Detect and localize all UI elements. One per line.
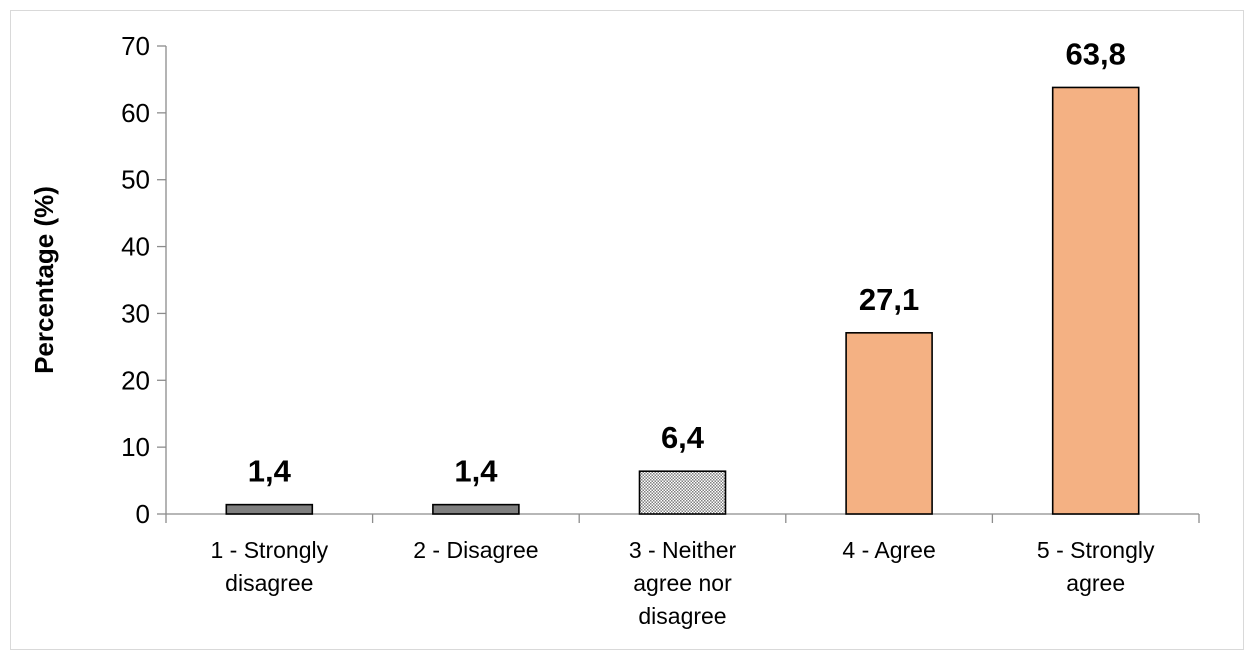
- chart-frame: 0 10 20 30 40 50 60 70 1 - Strongly disagree 2 - …: [10, 10, 1244, 650]
- bar-value-label: 6,4: [661, 420, 705, 455]
- y-tick-label: 40: [121, 232, 150, 262]
- x-category-label-line: agree nor: [633, 570, 732, 596]
- x-category-label-line: 5 - Strongly: [1037, 537, 1155, 563]
- bar: [845, 332, 933, 515]
- y-tick-label: 20: [121, 365, 150, 395]
- y-axis-title: Percentage (%): [29, 186, 59, 374]
- x-category-label-line: 3 - Neither: [629, 537, 737, 563]
- x-category-label: 2 - Disagree: [413, 537, 538, 563]
- x-category-label: 1 - Strongly disagree: [210, 537, 328, 596]
- x-category-label-line: 1 - Strongly: [210, 537, 328, 563]
- y-tick-label: 50: [121, 165, 150, 195]
- x-category-label: 4 - Agree: [842, 537, 935, 563]
- bar-value-label: 1,4: [248, 454, 292, 489]
- bar: [1051, 86, 1140, 515]
- bar-value-label: 63,8: [1066, 36, 1126, 71]
- y-tick-label: 0: [136, 499, 150, 529]
- y-tick-label: 30: [121, 298, 150, 328]
- bars: [225, 86, 1140, 515]
- bar: [638, 470, 727, 515]
- x-category-label: 3 - Neither agree nor disagree: [629, 537, 737, 629]
- data-labels: 1,4 1,4 6,4 27,1 63,8: [248, 36, 1126, 488]
- bar: [432, 503, 520, 515]
- y-tick-label: 70: [121, 31, 150, 61]
- x-category-label-line: disagree: [638, 603, 726, 629]
- y-axis: 0 10 20 30 40 50 60 70: [121, 31, 167, 529]
- x-category-label: 5 - Strongly agree: [1037, 537, 1155, 596]
- x-category-label-line: agree: [1066, 570, 1125, 596]
- y-tick-label: 60: [121, 98, 150, 128]
- bar-chart: 0 10 20 30 40 50 60 70 1 - Strongly disagree 2 - …: [29, 31, 1200, 629]
- y-tick-label: 10: [121, 432, 150, 462]
- bar: [225, 503, 314, 515]
- x-axis: 1 - Strongly disagree 2 - Disagree 3 - Neit…: [165, 513, 1200, 629]
- bar-value-label: 27,1: [859, 282, 919, 317]
- x-category-label-line: disagree: [225, 570, 313, 596]
- x-category-label-line: 2 - Disagree: [413, 537, 538, 563]
- bar-value-label: 1,4: [454, 454, 498, 489]
- x-category-label-line: 4 - Agree: [842, 537, 935, 563]
